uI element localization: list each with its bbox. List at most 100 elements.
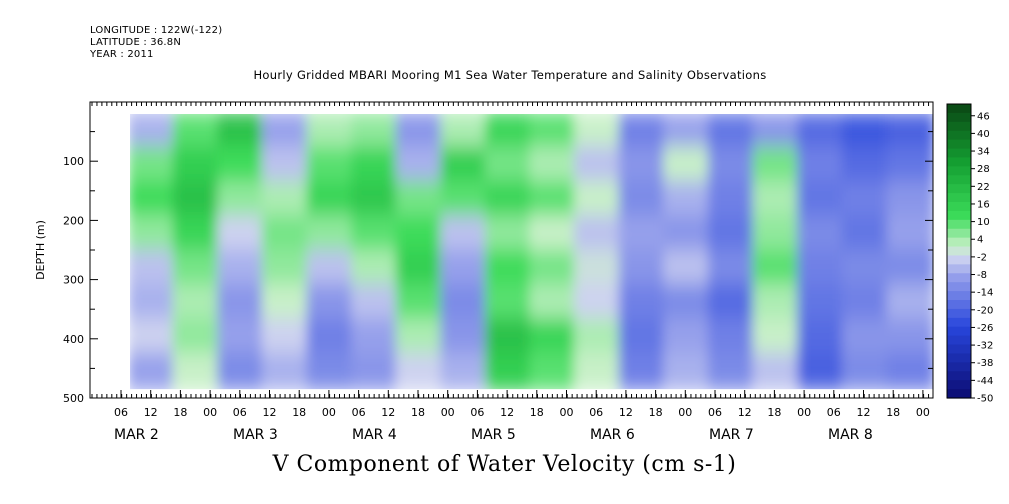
heatmap-cell	[351, 180, 400, 220]
colorbar-segment	[947, 264, 971, 274]
heatmap-cell	[663, 114, 712, 151]
hour-tick-label: 06	[233, 406, 247, 419]
heatmap-cell	[217, 352, 266, 390]
colorbar-segment	[947, 104, 971, 114]
heatmap-cell	[886, 352, 933, 390]
colorbar-segment	[947, 308, 971, 319]
heatmap-cell	[217, 283, 266, 323]
heatmap-cell	[351, 352, 400, 390]
heatmap-cell	[529, 318, 579, 357]
heatmap-cell	[484, 352, 534, 390]
heatmap-cell	[351, 114, 400, 151]
heatmap-cell	[663, 318, 712, 357]
heatmap-cell	[663, 215, 712, 254]
heatmap-cell	[529, 249, 579, 288]
heatmap-cell	[707, 114, 757, 151]
colorbar-segment	[947, 202, 971, 212]
heatmap-cell	[395, 249, 445, 288]
colorbar-label: -44	[977, 376, 993, 387]
heatmap-cell	[130, 215, 177, 254]
y-tick-label: 100	[63, 155, 84, 168]
heatmap-cell	[440, 180, 489, 220]
heatmap-cell	[130, 114, 177, 151]
heatmap-cell	[261, 249, 311, 288]
heatmap-cell	[130, 352, 177, 390]
colorbar	[946, 103, 975, 399]
heatmap-cell	[261, 283, 311, 323]
colorbar-label: 34	[977, 147, 990, 158]
heatmap-cell	[172, 146, 222, 185]
heatmap-cell	[351, 146, 400, 185]
heatmap-cell	[440, 283, 489, 323]
hour-tick-label: 00	[678, 406, 692, 419]
day-label: MAR 8	[828, 427, 873, 443]
heatmap-cell	[841, 180, 891, 220]
heatmap-cell	[707, 283, 757, 323]
colorbar-segment	[947, 317, 971, 328]
heatmap-cell	[261, 318, 311, 357]
hour-tick-label: 12	[263, 406, 277, 419]
colorbar-label: -20	[977, 305, 993, 316]
heatmap-cell	[707, 352, 757, 390]
colorbar-label: 22	[977, 182, 990, 193]
heatmap-cell	[752, 352, 802, 390]
heatmap-cell	[484, 249, 534, 288]
heatmap-cell	[395, 146, 445, 185]
heatmap-cell	[618, 180, 668, 220]
heatmap-cell	[172, 180, 222, 220]
y-axis-label: DEPTH (m)	[34, 220, 47, 280]
heatmap-cell	[217, 114, 266, 151]
colorbar-segment	[947, 237, 971, 248]
heatmap-cell	[797, 180, 846, 220]
day-labels: MAR 2 MAR 3 MAR 4 MAR 5 MAR 6 MAR 7 MAR 8	[114, 427, 873, 443]
heatmap-cell	[351, 283, 400, 323]
heatmap-cell	[841, 114, 891, 151]
heatmap-cell	[529, 180, 579, 220]
latitude-label: LATITUDE : 36.8N	[90, 37, 182, 48]
hour-tick-label: 18	[649, 406, 663, 419]
heatmap-cell	[574, 352, 623, 390]
day-label: MAR 5	[471, 427, 516, 443]
colorbar-label: -26	[977, 323, 993, 334]
heatmap-cell	[752, 180, 802, 220]
heatmap-cell	[886, 180, 933, 220]
colorbar-label: -50	[977, 394, 993, 405]
heatmap-cell	[841, 283, 891, 323]
colorbar-label: -14	[977, 288, 993, 299]
colorbar-segment	[947, 139, 971, 150]
y-tick-label: 400	[63, 333, 84, 346]
heatmap-cell	[306, 283, 355, 323]
heatmap-cell	[797, 114, 846, 151]
colorbar-segment	[947, 219, 971, 230]
colorbar-label: -8	[977, 270, 987, 281]
heatmap-cell	[574, 215, 623, 254]
heatmap-cell	[351, 318, 400, 357]
hour-tick-label: 00	[797, 406, 811, 419]
heatmap-cell	[261, 114, 311, 151]
colorbar-segment	[947, 326, 971, 337]
heatmap-cell	[484, 180, 534, 220]
colorbar-segment	[947, 184, 971, 194]
heatmap-cell	[663, 249, 712, 288]
colorbar-segment	[947, 389, 971, 399]
colorbar-segment	[947, 210, 971, 221]
hour-tick-label: 18	[886, 406, 900, 419]
colorbar-segment	[947, 300, 971, 310]
heatmap-cell	[306, 352, 355, 390]
heatmap-cell	[618, 283, 668, 323]
heatmap-cell	[172, 318, 222, 357]
heatmap-cell	[484, 146, 534, 185]
heatmap-cell	[574, 318, 623, 357]
heatmap-cell	[841, 146, 891, 185]
day-label: MAR 2	[114, 427, 159, 443]
velocity-field	[130, 114, 933, 390]
heatmap-cell	[574, 114, 623, 151]
colorbar-labels: 46 40 34 28 22 16 10 4 -2 -8 -14 -20 -26 -32 -38 -44 -50	[977, 111, 993, 404]
heatmap-cell	[707, 180, 757, 220]
colorbar-label: -32	[977, 341, 993, 352]
hour-tick-label: 00	[916, 406, 930, 419]
colorbar-frame	[946, 103, 972, 399]
colorbar-segment	[947, 148, 971, 159]
colorbar-segment	[947, 255, 971, 265]
colorbar-segment	[947, 193, 971, 203]
